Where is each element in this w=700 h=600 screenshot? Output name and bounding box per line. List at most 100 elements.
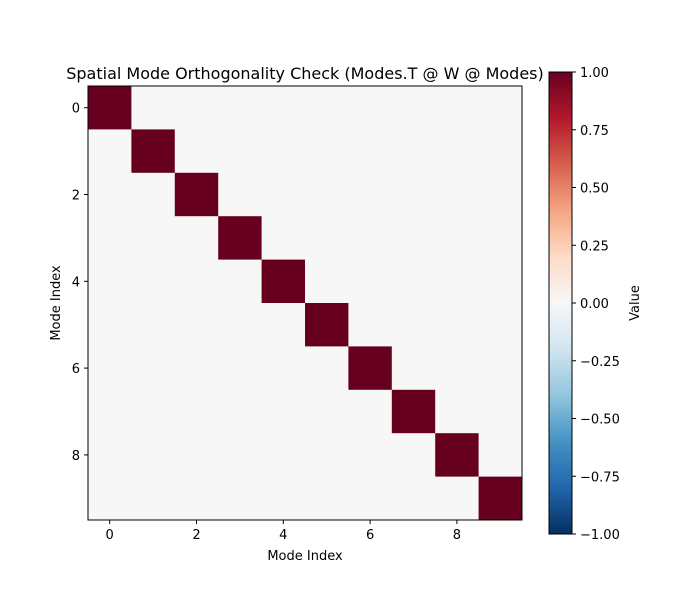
heatmap-cell [478, 259, 523, 304]
heatmap-cell [478, 433, 523, 477]
heatmap-cell [131, 259, 176, 304]
heatmap-cell [174, 129, 219, 174]
heatmap-cell [88, 172, 132, 217]
heatmap-cell [348, 389, 393, 434]
colorbar-label: Value [628, 285, 643, 321]
heatmap-cell [478, 172, 523, 217]
heatmap-cell [218, 216, 262, 260]
heatmap-cell [435, 303, 479, 347]
heatmap-cell [305, 476, 349, 521]
heatmap-cell [391, 389, 436, 434]
heatmap-cell [435, 129, 479, 174]
heatmap-cell [261, 476, 306, 521]
heatmap-cell [435, 476, 479, 521]
heatmap-cell [88, 433, 132, 477]
heatmap-cell [88, 259, 132, 304]
y-tick-label: 4 [72, 275, 80, 290]
heatmap-cell [348, 259, 393, 304]
heatmap-cell [131, 346, 176, 391]
heatmap-cell [218, 389, 262, 434]
heatmap-cell [305, 303, 349, 347]
heatmap-cell [218, 433, 262, 477]
heatmap-cell [88, 346, 132, 391]
heatmap-cell [391, 476, 436, 521]
heatmap-cell [174, 303, 219, 347]
heatmap-cell [435, 346, 479, 391]
heatmap-cell [261, 172, 306, 217]
heatmap-cell [261, 433, 306, 477]
heatmap-cell [391, 172, 436, 217]
heatmap-cell [478, 389, 523, 434]
heatmap-cell [261, 129, 306, 174]
heatmap-cell [435, 433, 479, 477]
heatmap-cell [348, 129, 393, 174]
heatmap-cell [261, 259, 306, 304]
colorbar-tick-label: −1.00 [580, 528, 620, 543]
heatmap-cell [435, 259, 479, 304]
colorbar-tick-label: 0.50 [580, 182, 609, 197]
heatmap-cell [391, 259, 436, 304]
heatmap-cells [88, 86, 523, 521]
heatmap-cell [88, 86, 132, 130]
heatmap-cell [391, 86, 436, 130]
colorbar-tick-label: −0.75 [580, 470, 620, 485]
heatmap-cell [174, 86, 219, 130]
plot-frame [87, 85, 523, 521]
heatmap-cell [305, 172, 349, 217]
heatmap-cell [305, 216, 349, 260]
heatmap-cell [88, 476, 132, 521]
heatmap-cell [131, 129, 176, 174]
heatmap-cell [478, 346, 523, 391]
heatmap-cell [218, 476, 262, 521]
heatmap-cell [131, 216, 176, 260]
heatmap-cell [174, 259, 219, 304]
heatmap-cell [218, 259, 262, 304]
colorbar-tick-label: 0.25 [580, 239, 609, 254]
heatmap-cell [478, 303, 523, 347]
y-tick-label: 0 [72, 102, 80, 117]
heatmap-cell [435, 172, 479, 217]
heatmap-cell [348, 433, 393, 477]
y-tick-label: 2 [72, 189, 80, 204]
y-tick-label: 6 [72, 362, 80, 377]
heatmap-cell [348, 303, 393, 347]
heatmap-cell [348, 172, 393, 217]
heatmap-cell [391, 433, 436, 477]
heatmap-cell [88, 303, 132, 347]
y-axis-label: Mode Index [49, 265, 64, 341]
chart-title: Spatial Mode Orthogonality Check (Modes.… [66, 64, 544, 83]
heatmap-cell [348, 86, 393, 130]
colorbar-tick-label: −0.50 [580, 413, 620, 428]
heatmap-cell [305, 86, 349, 130]
heatmap-cell [391, 346, 436, 391]
heatmap-cell [391, 303, 436, 347]
heatmap-cell [131, 86, 176, 130]
x-axis-ticks: 0 2 4 6 8 [106, 520, 461, 543]
x-tick-label: 8 [453, 528, 461, 543]
heatmap-cell [435, 216, 479, 260]
heatmap-cell [348, 216, 393, 260]
heatmap-cell [391, 129, 436, 174]
heatmap-cell [174, 389, 219, 434]
colorbar-tick-label: 0.75 [580, 124, 609, 139]
heatmap-cell [131, 172, 176, 217]
x-tick-label: 4 [279, 528, 287, 543]
heatmap-cell [305, 433, 349, 477]
heatmap-cell [435, 389, 479, 434]
colorbar-tick-label: 0.00 [580, 297, 609, 312]
heatmap-cell [131, 476, 176, 521]
heatmap-cell [305, 259, 349, 304]
x-tick-label: 6 [366, 528, 374, 543]
y-axis-ticks: 0 2 4 6 8 [72, 102, 88, 464]
heatmap-cell [131, 389, 176, 434]
heatmap-cell [88, 129, 132, 174]
heatmap-cell [131, 303, 176, 347]
x-tick-label: 0 [106, 528, 114, 543]
heatmap-cell [305, 129, 349, 174]
heatmap-cell [174, 172, 219, 217]
heatmap-cell [478, 86, 523, 130]
heatmap-cell [478, 476, 523, 521]
heatmap-cell [261, 216, 306, 260]
heatmap-cell [391, 216, 436, 260]
